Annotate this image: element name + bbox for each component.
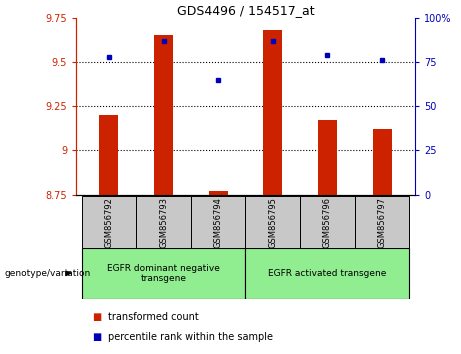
Bar	[99, 115, 118, 195]
Bar	[191, 196, 245, 248]
Text: transformed count: transformed count	[108, 312, 199, 322]
Text: percentile rank within the sample: percentile rank within the sample	[108, 332, 273, 342]
Text: ■: ■	[92, 312, 101, 322]
Bar	[82, 248, 246, 299]
Bar	[245, 196, 300, 248]
Text: GSM856796: GSM856796	[323, 196, 332, 248]
Bar	[300, 196, 355, 248]
Bar	[372, 129, 392, 195]
Bar	[245, 248, 409, 299]
Bar	[355, 196, 409, 248]
Text: GSM856792: GSM856792	[104, 197, 113, 247]
Text: genotype/variation: genotype/variation	[5, 269, 91, 278]
Text: GSM856797: GSM856797	[378, 196, 387, 248]
Text: EGFR dominant negative
transgene: EGFR dominant negative transgene	[107, 264, 220, 283]
Bar	[318, 120, 337, 195]
Title: GDS4496 / 154517_at: GDS4496 / 154517_at	[177, 4, 314, 17]
Bar	[82, 196, 136, 248]
Bar	[208, 191, 228, 195]
Bar	[263, 30, 283, 195]
Text: GSM856795: GSM856795	[268, 197, 278, 247]
Bar	[154, 35, 173, 195]
Bar	[136, 196, 191, 248]
Text: ■: ■	[92, 332, 101, 342]
Text: GSM856793: GSM856793	[159, 196, 168, 248]
Text: GSM856794: GSM856794	[213, 197, 223, 247]
Text: EGFR activated transgene: EGFR activated transgene	[268, 269, 387, 278]
